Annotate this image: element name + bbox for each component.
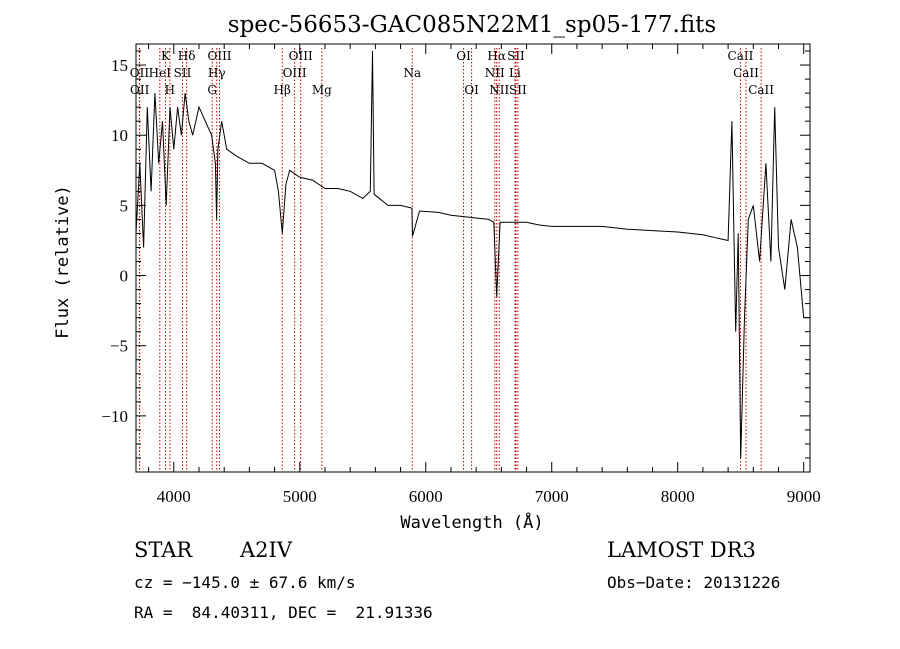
chart-title: spec-56653-GAC085N22M1_sp05-177.fits xyxy=(228,12,716,38)
flux-series-line xyxy=(135,50,810,459)
coordinates: RA = 84.40311, DEC = 21.91336 xyxy=(134,603,433,622)
line-marker-label: Na xyxy=(403,66,421,80)
line-marker-label: CaII xyxy=(748,83,774,97)
x-axis-label: Wavelength (Å) xyxy=(400,511,543,533)
line-marker-label: SII xyxy=(507,49,525,63)
x-axis-ticks: 4000 5000 6000 7000 8000 9000 xyxy=(148,44,821,506)
x-tick-label: 9000 xyxy=(787,487,821,506)
line-marker-label: Hδ xyxy=(178,49,196,63)
line-marker-label: Hα xyxy=(487,49,506,63)
line-marker-label: NII xyxy=(485,66,505,80)
line-marker-label: OIII xyxy=(289,49,313,63)
line-marker-label: SII xyxy=(174,66,192,80)
line-marker-label: OIII xyxy=(283,66,307,80)
line-marker-label: NII xyxy=(489,83,509,97)
y-axis-label: Flux (relative) xyxy=(53,185,73,339)
y-tick-label: −10 xyxy=(101,407,128,426)
object-subclass: A2IV xyxy=(240,538,292,562)
line-marker-label: Hβ xyxy=(274,83,291,97)
line-marker-label: OI xyxy=(456,49,471,63)
redshift-cz: cz = −145.0 ± 67.6 km/s xyxy=(134,573,356,592)
line-marker-label: G xyxy=(207,83,217,97)
y-tick-label: 10 xyxy=(111,126,128,145)
line-marker-label: CaII xyxy=(733,66,759,80)
line-marker-label: Li xyxy=(509,66,521,80)
observation-date: Obs−Date: 20131226 xyxy=(607,573,781,592)
line-marker-label: OI xyxy=(464,83,479,97)
y-tick-label: 0 xyxy=(120,267,129,286)
object-class: STAR xyxy=(134,538,193,562)
y-tick-label: 5 xyxy=(120,196,129,215)
survey-name: LAMOST DR3 xyxy=(607,538,756,562)
line-marker-label: Hγ xyxy=(208,66,226,80)
y-tick-label: −5 xyxy=(110,337,128,356)
line-marker-label: H xyxy=(165,83,175,97)
y-tick-label: 15 xyxy=(111,56,128,75)
x-tick-label: 7000 xyxy=(535,487,569,506)
line-marker-label: OIII xyxy=(207,49,231,63)
plot-frame xyxy=(135,43,811,473)
y-axis-ticks: −10 −5 0 5 10 15 xyxy=(101,50,810,459)
line-marker-label: CaII xyxy=(728,49,754,63)
x-tick-label: 4000 xyxy=(157,487,191,506)
x-tick-label: 8000 xyxy=(661,487,695,506)
line-marker-label: Mg xyxy=(312,83,332,97)
line-marker-label: SII xyxy=(509,83,527,97)
line-marker-label: K xyxy=(161,49,171,63)
line-marker-label: OII xyxy=(130,83,150,97)
x-tick-label: 6000 xyxy=(409,487,443,506)
line-marker-label: HeI xyxy=(149,66,172,80)
x-tick-label: 5000 xyxy=(283,487,317,506)
